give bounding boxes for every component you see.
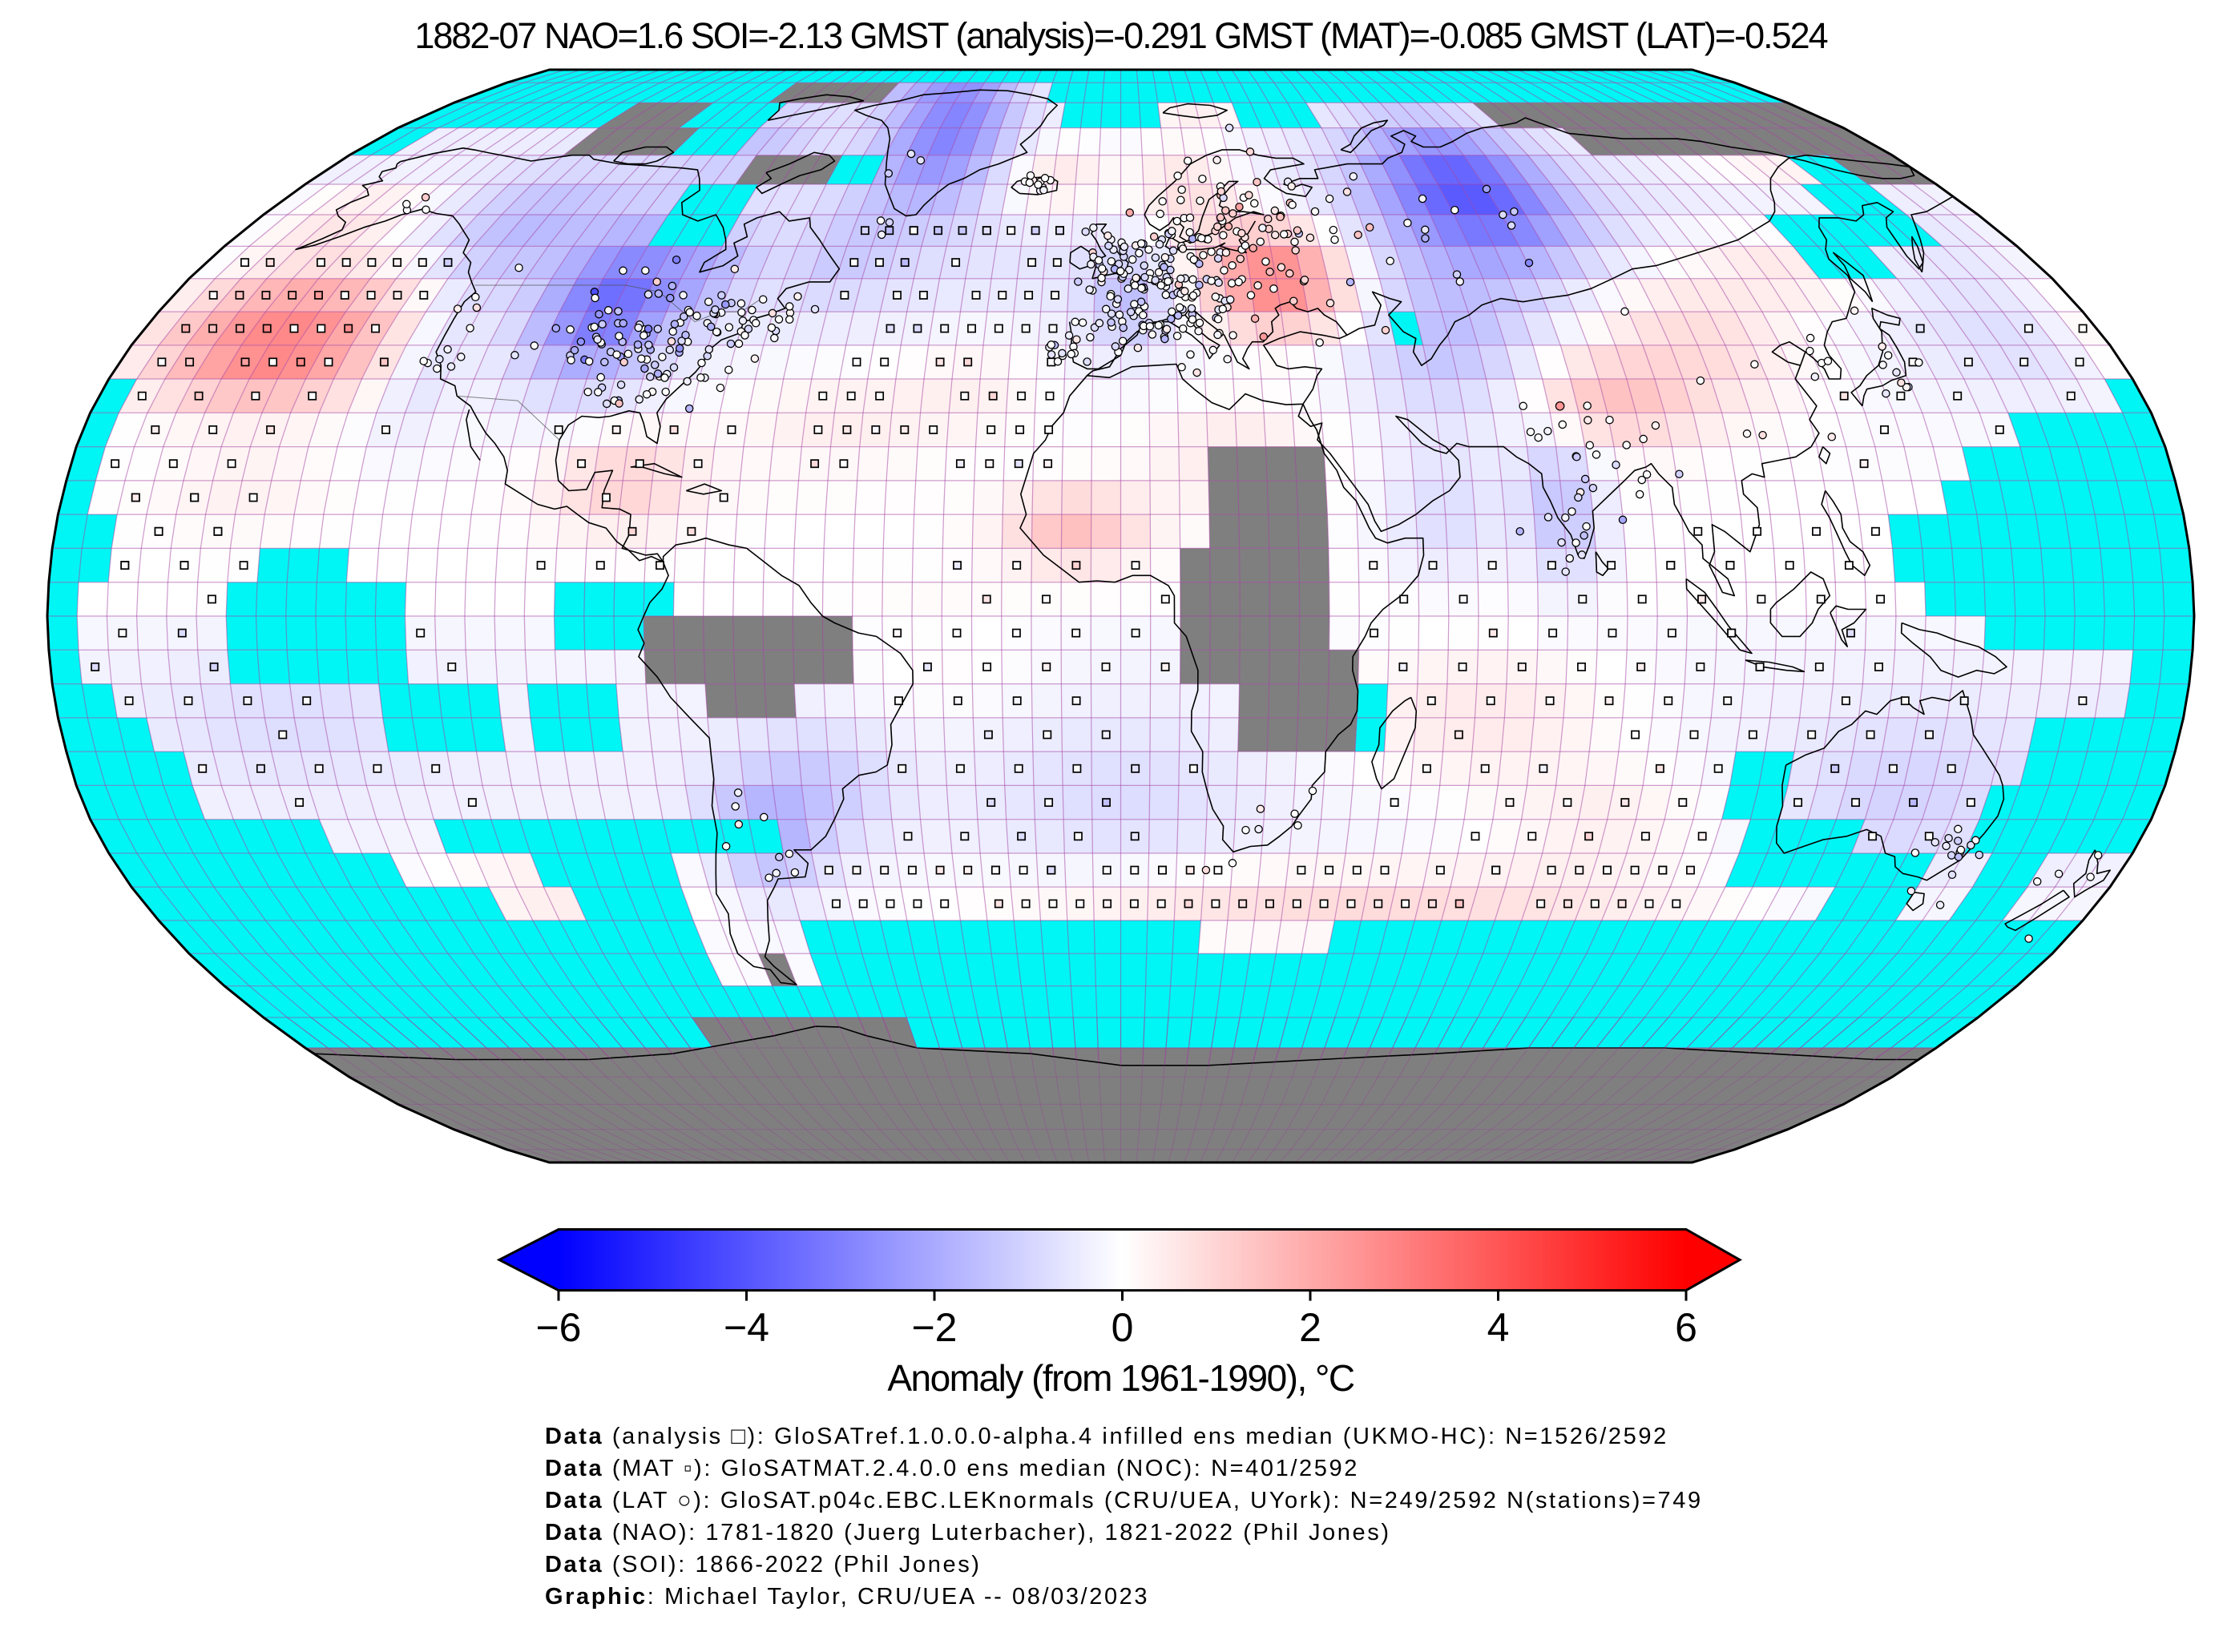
svg-text:0: 0 bbox=[1112, 1305, 1134, 1350]
svg-text:Data (LAT ○): GloSAT.p04c.EBC.: Data (LAT ○): GloSAT.p04c.EBC.LEKnormals… bbox=[545, 1488, 1703, 1513]
svg-text:−2: −2 bbox=[911, 1305, 957, 1350]
svg-text:Graphic: Michael Taylor, CRU/U: Graphic: Michael Taylor, CRU/UEA -- 08/0… bbox=[545, 1584, 1149, 1610]
svg-text:4: 4 bbox=[1487, 1305, 1510, 1350]
svg-text:Anomaly (from 1961-1990), °C: Anomaly (from 1961-1990), °C bbox=[887, 1357, 1354, 1399]
svg-text:1882-07 NAO=1.6 SOI=-2.13 GMST: 1882-07 NAO=1.6 SOI=-2.13 GMST (analysis… bbox=[414, 15, 1827, 56]
svg-text:Data (SOI): 1866-2022 (Phil Jo: Data (SOI): 1866-2022 (Phil Jones) bbox=[545, 1552, 982, 1577]
svg-text:−4: −4 bbox=[724, 1305, 769, 1350]
svg-text:6: 6 bbox=[1675, 1305, 1697, 1350]
svg-text:Data (analysis □): GloSATref.1: Data (analysis □): GloSATref.1.0.0.0-alp… bbox=[545, 1424, 1668, 1449]
svg-text:2: 2 bbox=[1299, 1305, 1321, 1350]
svg-text:Data (NAO): 1781-1820 (Juerg L: Data (NAO): 1781-1820 (Juerg Luterbacher… bbox=[545, 1520, 1391, 1545]
svg-text:Data (MAT ▫): GloSATMAT.2.4.0.: Data (MAT ▫): GloSATMAT.2.4.0.0 ens medi… bbox=[545, 1456, 1359, 1481]
svg-text:−6: −6 bbox=[535, 1305, 581, 1350]
